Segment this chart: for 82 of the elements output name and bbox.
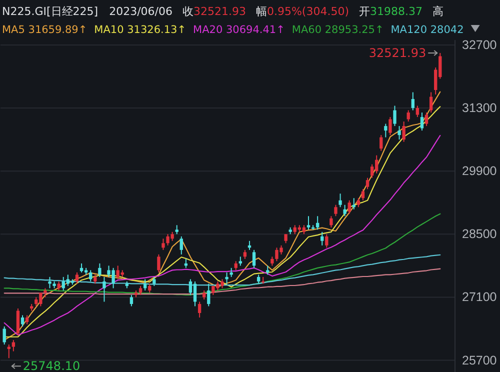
candlestick xyxy=(44,288,47,298)
candlestick xyxy=(89,270,92,282)
candlestick xyxy=(48,276,52,289)
candlestick xyxy=(152,276,156,286)
candlestick xyxy=(75,272,79,284)
y-tick-label: 31300 xyxy=(462,101,497,116)
candlestick xyxy=(316,216,320,230)
candlestick xyxy=(238,256,242,266)
annotation: 32521.93 xyxy=(368,46,426,60)
text: MA120 28042 xyxy=(390,24,464,36)
candlestick xyxy=(380,134,383,152)
candlestick xyxy=(256,274,260,284)
y-tick-label: 27100 xyxy=(462,290,497,304)
candlestick xyxy=(334,204,338,217)
candlestick xyxy=(384,123,388,138)
text: 2023/06/06 xyxy=(109,5,172,18)
candlestick xyxy=(25,314,29,325)
candlestick xyxy=(234,260,238,271)
candlestick xyxy=(157,254,160,273)
candlestick xyxy=(393,105,396,127)
candlestick xyxy=(406,110,410,122)
candlestick xyxy=(284,234,288,244)
candlestick xyxy=(402,121,406,142)
candlestick xyxy=(356,198,360,208)
text: MA10 31326.13↑ xyxy=(94,24,186,36)
candlestick xyxy=(225,272,228,284)
candlestick xyxy=(325,234,328,248)
text: MA5 31659.89↑ xyxy=(2,24,88,36)
candlestick xyxy=(175,224,178,235)
candlestick xyxy=(398,126,401,140)
text: 开31988.37 xyxy=(359,5,423,18)
candlestick xyxy=(361,188,365,201)
candlestick xyxy=(416,105,420,118)
candlestick xyxy=(16,308,20,336)
candlestick xyxy=(12,340,16,352)
candlestick xyxy=(98,262,102,278)
candlestick xyxy=(94,274,97,284)
candlestick xyxy=(243,249,247,260)
candlestick xyxy=(138,285,142,296)
text: MA20 30694.41↑ xyxy=(193,24,285,36)
candlestick xyxy=(57,280,60,291)
candlestick xyxy=(429,92,433,114)
y-tick-label: 32700 xyxy=(462,38,497,52)
candlestick xyxy=(330,216,333,228)
candlestick xyxy=(198,301,202,318)
y-tick-label: 29900 xyxy=(462,164,497,178)
candlestick xyxy=(162,238,165,250)
candlestick xyxy=(252,249,256,268)
candlestick xyxy=(302,224,306,235)
candlestick xyxy=(366,177,370,190)
candlestick xyxy=(130,294,134,307)
candlestick xyxy=(20,314,24,327)
candlestick xyxy=(207,283,210,307)
candlestick xyxy=(420,112,424,132)
candlestick xyxy=(388,116,392,136)
candlestick xyxy=(266,265,270,276)
candlestick xyxy=(102,276,106,302)
candlestick xyxy=(320,231,324,246)
candlestick xyxy=(343,204,346,217)
candlestick xyxy=(348,200,351,214)
candlestick xyxy=(338,193,342,208)
annotation: 25748.10 xyxy=(22,359,80,372)
candlestick xyxy=(193,280,197,307)
chart-title: N225.GI[日经225] xyxy=(2,5,98,18)
candlestick xyxy=(306,216,310,230)
y-tick-label: 25700 xyxy=(462,353,497,368)
candlestick xyxy=(370,164,374,178)
candlestick xyxy=(143,278,147,291)
candlestick xyxy=(180,236,183,255)
text: 高 xyxy=(432,5,444,18)
candlestick xyxy=(270,256,274,266)
text: 收32521.93 xyxy=(182,5,246,18)
candlestick xyxy=(230,267,233,278)
y-tick-label: 28500 xyxy=(462,227,497,242)
candlestick xyxy=(148,283,152,294)
candlestick xyxy=(411,92,414,111)
text: MA60 28953.25↑ xyxy=(292,24,384,36)
candlestick xyxy=(80,262,84,273)
text: 幅0.95%(304.50) xyxy=(256,5,350,18)
candlestick xyxy=(2,326,6,346)
candlestick xyxy=(202,290,206,300)
candlestick xyxy=(424,112,428,127)
